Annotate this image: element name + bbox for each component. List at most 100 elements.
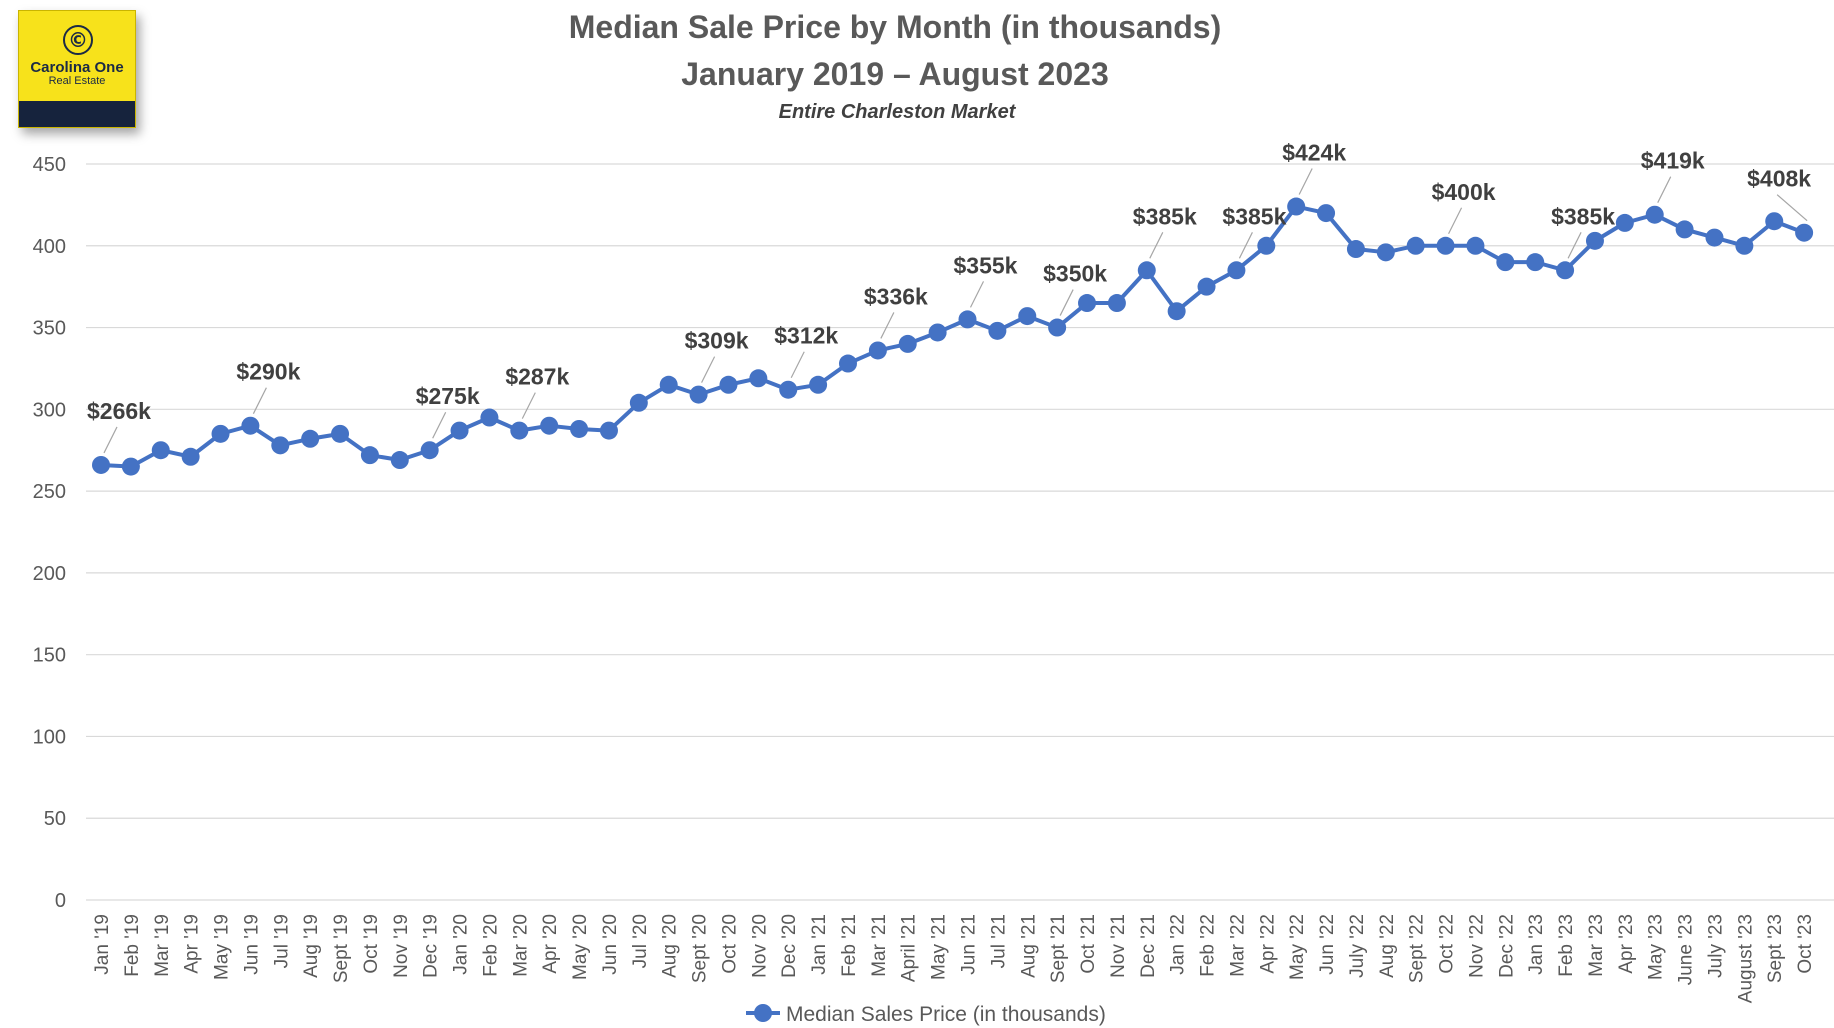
x-tick-label: Nov '20 [749,914,770,978]
x-tick-label: April '21 [899,914,920,982]
y-tick-label: 400 [33,236,66,258]
data-point [271,436,290,455]
data-point [1645,205,1664,224]
x-tick-label: May '23 [1646,914,1667,980]
data-point [1466,236,1485,255]
data-label: $355k [954,252,1018,278]
data-point [1735,236,1754,255]
data-label: $419k [1641,148,1705,174]
company-logo: © Carolina One Real Estate [18,10,136,128]
leader-line [1776,194,1808,222]
data-label: $385k [1222,203,1286,229]
x-tick-label: July '23 [1705,914,1726,978]
x-tick-label: Aug '20 [660,914,681,978]
chart-caption: Entire Charleston Market [779,101,1017,123]
x-tick-label: June '23 [1676,914,1697,985]
series-line [92,197,1814,476]
leader-line [701,356,716,383]
x-tick-label: Jan '23 [1526,914,1547,975]
data-point [1287,197,1306,216]
leader-line [1238,232,1253,259]
x-tick-label: Oct '22 [1437,914,1458,974]
data-point [928,323,947,342]
data-point [838,354,857,373]
data-point [1137,261,1156,280]
leader-line [880,312,895,339]
y-tick-label: 50 [44,808,66,830]
x-axis: Jan '19 Feb '19 Mar '19 Apr '19 May '19 Jun '… [92,914,1816,1003]
leader-line [790,351,805,378]
x-tick-label: May '19 [212,914,233,980]
x-tick-label: Dec '22 [1496,914,1517,978]
x-tick-label: Sept '22 [1407,914,1428,983]
x-tick-label: Apr '19 [182,914,203,974]
x-tick-label: Oct '21 [1078,914,1099,974]
y-axis: 0 50 100 150 200 250 300 350 400 450 [33,154,66,912]
data-point [1436,236,1455,255]
data-point [1078,294,1097,313]
legend-label: Median Sales Price (in thousands) [786,1003,1106,1026]
x-tick-label: Oct '19 [361,914,382,974]
leader-line [521,392,536,419]
x-tick-label: Jan '21 [809,914,830,975]
x-tick-label: Jan '19 [92,914,113,975]
x-tick-label: Mar '20 [510,914,531,977]
data-point [599,421,618,440]
x-tick-label: Sept '23 [1765,914,1786,983]
x-tick-label: Dec '21 [1138,914,1159,978]
x-tick-label: Apr '22 [1257,914,1278,974]
data-point [570,419,589,438]
leader-line [1059,289,1074,316]
x-tick-label: Jun '22 [1317,914,1338,975]
annotation-leaders [103,168,1808,454]
data-point [809,375,828,394]
data-point [988,321,1007,340]
data-point [241,416,260,435]
data-point [1227,261,1246,280]
data-point [1496,253,1515,272]
data-point [151,441,170,460]
x-tick-label: Jan '20 [451,914,472,975]
data-label: $266k [87,398,151,424]
x-tick-label: Jun '20 [600,914,621,975]
data-point [1556,261,1575,280]
leader-line [969,281,985,308]
x-tick-label: Jan '22 [1168,914,1189,975]
data-label: $290k [236,359,300,385]
data-point [1585,231,1604,250]
data-point [331,424,350,443]
legend-marker-icon [754,1004,772,1022]
x-tick-label: Feb '20 [480,914,501,977]
x-tick-label: May '20 [570,914,591,980]
data-label: $385k [1551,203,1615,229]
x-tick-label: July '22 [1347,914,1368,978]
data-point [1376,243,1395,262]
data-point [1615,213,1634,232]
copyright-logo-icon: © [63,25,93,55]
x-tick-label: Mar '23 [1586,914,1607,977]
x-tick-label: August '23 [1735,914,1756,1003]
x-tick-label: Dec '20 [779,914,800,978]
logo-name: Carolina One [30,59,124,76]
y-tick-label: 250 [33,481,66,503]
x-tick-label: Feb '22 [1198,914,1219,977]
data-point [1257,236,1276,255]
data-point [629,393,648,412]
x-tick-label: Mar '21 [869,914,890,977]
data-label: $275k [416,383,480,409]
data-point [360,446,379,465]
data-point [1705,228,1724,247]
data-label: $309k [685,328,749,354]
x-tick-label: May '22 [1287,914,1308,980]
y-tick-label: 300 [33,399,66,421]
data-point [749,369,768,388]
chart-title: Median Sale Price by Month (in thousands… [569,9,1222,45]
data-point [301,429,320,448]
x-tick-label: Apr '23 [1616,914,1637,974]
data-point [1346,240,1365,259]
gridlines [86,163,1834,901]
data-point [719,375,738,394]
x-tick-label: Nov '21 [1108,914,1129,978]
data-labels: $266k $290k $275k $287k $309k $312k $336k $355k… [87,140,1811,424]
data-point [1048,318,1067,337]
